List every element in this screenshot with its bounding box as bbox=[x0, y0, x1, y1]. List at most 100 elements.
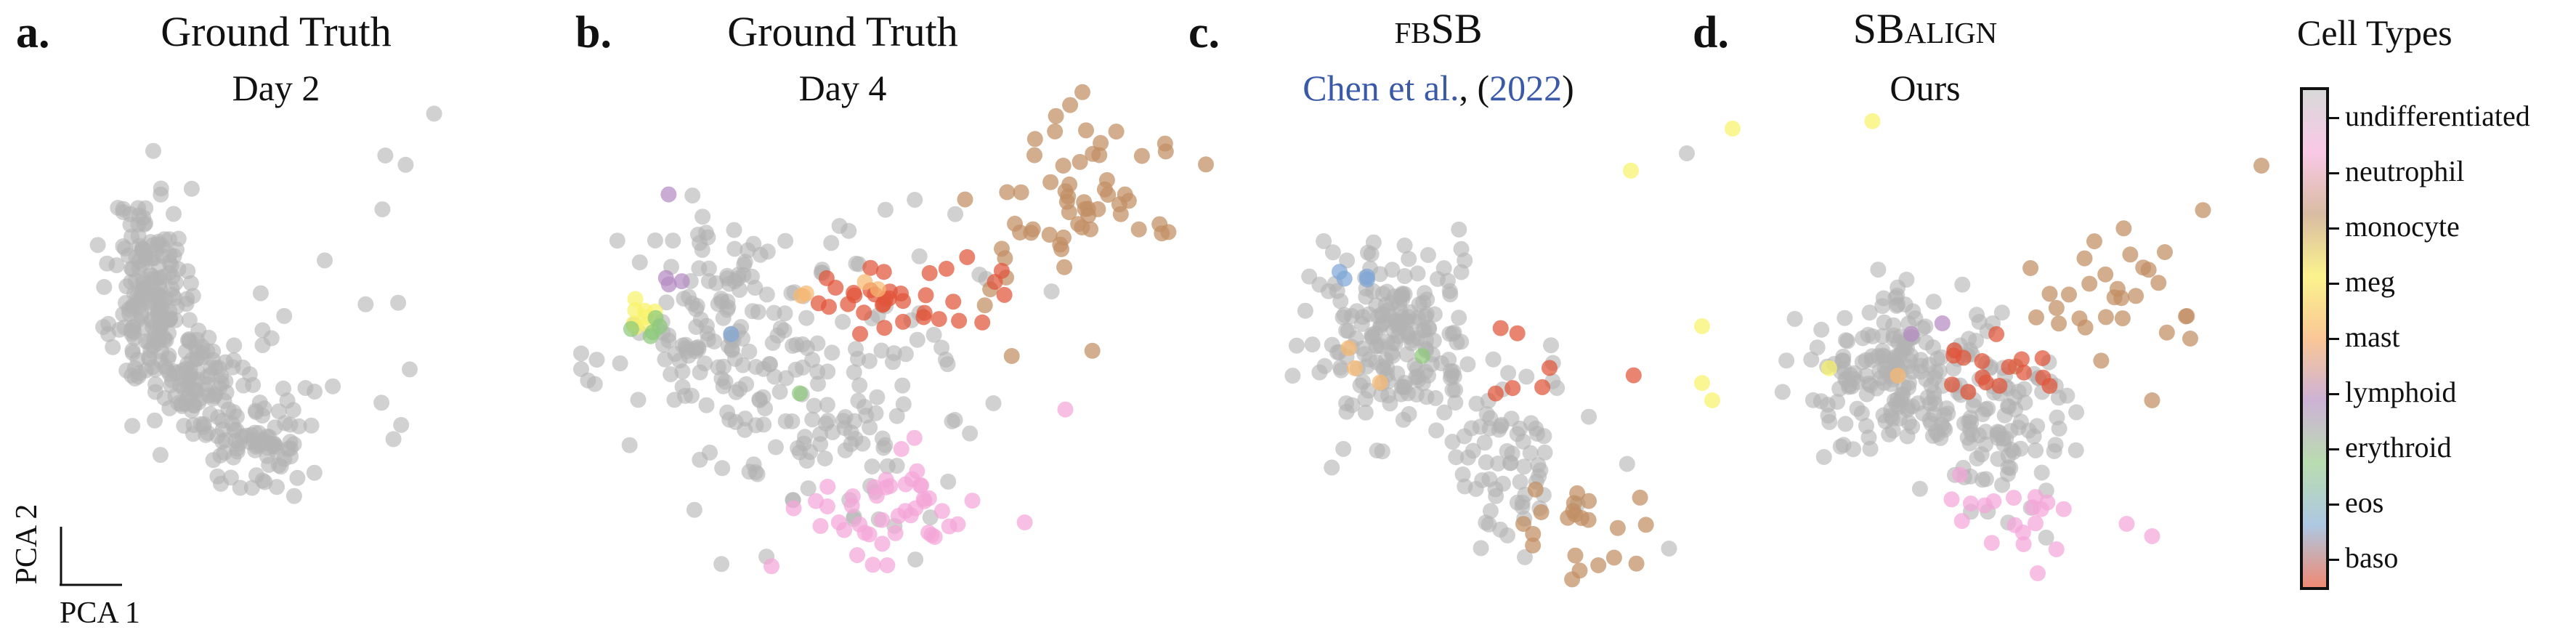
point-undifferentiated bbox=[269, 479, 285, 496]
point-undifferentiated bbox=[131, 365, 147, 381]
point-undifferentiated bbox=[971, 267, 988, 283]
point-undifferentiated bbox=[1356, 346, 1373, 363]
point-undifferentiated bbox=[700, 272, 717, 289]
panel-letter-c: c. bbox=[1188, 8, 1220, 57]
point-undifferentiated bbox=[194, 349, 211, 366]
point-undifferentiated bbox=[152, 447, 169, 464]
point-undifferentiated bbox=[164, 269, 181, 286]
point-undifferentiated bbox=[885, 354, 901, 371]
legend-tick-monocyte bbox=[2329, 227, 2339, 230]
point-monocyte bbox=[1605, 549, 1622, 566]
point-monocyte bbox=[2022, 260, 2039, 276]
point-undifferentiated bbox=[1419, 291, 1435, 308]
point-neutrophil bbox=[920, 490, 937, 506]
panel-title-c: fbSB bbox=[1394, 5, 1483, 52]
point-undifferentiated bbox=[182, 275, 199, 291]
point-undifferentiated bbox=[588, 352, 605, 368]
point-baso bbox=[876, 320, 893, 336]
point-meg bbox=[1623, 162, 1639, 179]
point-undifferentiated bbox=[1388, 313, 1405, 330]
citation-author-link[interactable]: Chen et al. bbox=[1303, 68, 1459, 108]
point-undifferentiated bbox=[1531, 468, 1547, 485]
point-undifferentiated bbox=[115, 238, 131, 254]
panel-letter-b: b. bbox=[575, 8, 612, 57]
point-undifferentiated bbox=[256, 400, 272, 417]
point-monocyte bbox=[2061, 286, 2077, 303]
point-undifferentiated bbox=[1396, 268, 1413, 284]
point-undifferentiated bbox=[89, 237, 106, 254]
point-undifferentiated bbox=[2020, 422, 2037, 439]
point-undifferentiated bbox=[1679, 145, 1695, 161]
point-undifferentiated bbox=[864, 458, 880, 474]
point-undifferentiated bbox=[222, 469, 239, 486]
point-neutrophil bbox=[1016, 514, 1033, 530]
point-undifferentiated bbox=[1887, 350, 1903, 367]
point-undifferentiated bbox=[721, 411, 738, 428]
point-monocyte bbox=[1637, 517, 1654, 533]
point-monocyte bbox=[1108, 124, 1125, 140]
point-undifferentiated bbox=[907, 551, 924, 568]
point-monocyte bbox=[1566, 495, 1582, 511]
point-baso bbox=[893, 286, 909, 302]
point-undifferentiated bbox=[279, 392, 296, 409]
point-undifferentiated bbox=[692, 364, 708, 381]
point-monocyte bbox=[1567, 547, 1584, 564]
point-monocyte bbox=[2109, 280, 2126, 297]
point-undifferentiated bbox=[1861, 304, 1878, 321]
point-undifferentiated bbox=[276, 307, 293, 324]
point-undifferentiated bbox=[232, 480, 248, 496]
point-eos bbox=[723, 326, 740, 342]
point-undifferentiated bbox=[1900, 400, 1916, 416]
point-baso bbox=[2013, 351, 2030, 368]
point-undifferentiated bbox=[922, 509, 939, 526]
point-undifferentiated bbox=[285, 488, 302, 504]
point-monocyte bbox=[1055, 158, 1072, 174]
point-undifferentiated bbox=[135, 243, 152, 260]
point-undifferentiated bbox=[1384, 262, 1401, 278]
point-undifferentiated bbox=[1581, 408, 1597, 425]
point-undifferentiated bbox=[1832, 438, 1849, 455]
point-neutrophil bbox=[819, 478, 836, 495]
panel-title-d: SBalign bbox=[1852, 5, 1998, 52]
point-undifferentiated bbox=[841, 222, 857, 239]
point-undifferentiated bbox=[1410, 372, 1427, 388]
point-undifferentiated bbox=[1925, 294, 1942, 310]
point-baso bbox=[2035, 369, 2052, 386]
legend-label-baso: baso bbox=[2345, 541, 2399, 574]
point-monocyte bbox=[1047, 123, 1064, 139]
point-undifferentiated bbox=[1842, 367, 1859, 384]
point-undifferentiated bbox=[873, 342, 890, 359]
point-undifferentiated bbox=[1969, 307, 1985, 323]
point-undifferentiated bbox=[303, 417, 320, 434]
point-monocyte bbox=[1056, 259, 1073, 275]
point-neutrophil bbox=[808, 493, 825, 509]
point-undifferentiated bbox=[726, 222, 742, 238]
point-monocyte bbox=[2122, 246, 2139, 263]
point-monocyte bbox=[1074, 84, 1090, 100]
point-undifferentiated bbox=[1439, 272, 1456, 289]
point-undifferentiated bbox=[1522, 445, 1539, 461]
point-undifferentiated bbox=[1447, 395, 1464, 411]
scatter-panel-a bbox=[89, 105, 442, 504]
point-neutrophil bbox=[2048, 541, 2065, 557]
point-undifferentiated bbox=[631, 254, 648, 271]
point-undifferentiated bbox=[1448, 449, 1465, 466]
point-undifferentiated bbox=[203, 366, 219, 383]
point-undifferentiated bbox=[1379, 283, 1396, 300]
point-undifferentiated bbox=[1304, 336, 1321, 353]
citation-year-link[interactable]: 2022 bbox=[1489, 68, 1563, 108]
point-undifferentiated bbox=[217, 432, 234, 448]
point-undifferentiated bbox=[2059, 387, 2075, 404]
legend-tick-eos bbox=[2329, 503, 2339, 506]
point-monocyte bbox=[1098, 171, 1115, 188]
point-undifferentiated bbox=[877, 201, 894, 218]
point-neutrophil bbox=[913, 477, 930, 494]
point-undifferentiated bbox=[147, 412, 163, 429]
point-meg bbox=[1694, 318, 1710, 334]
point-baso bbox=[852, 325, 868, 342]
point-undifferentiated bbox=[749, 466, 766, 482]
point-undifferentiated bbox=[784, 413, 801, 429]
point-mast bbox=[1890, 368, 1906, 384]
point-undifferentiated bbox=[819, 413, 836, 429]
point-undifferentiated bbox=[737, 421, 753, 438]
